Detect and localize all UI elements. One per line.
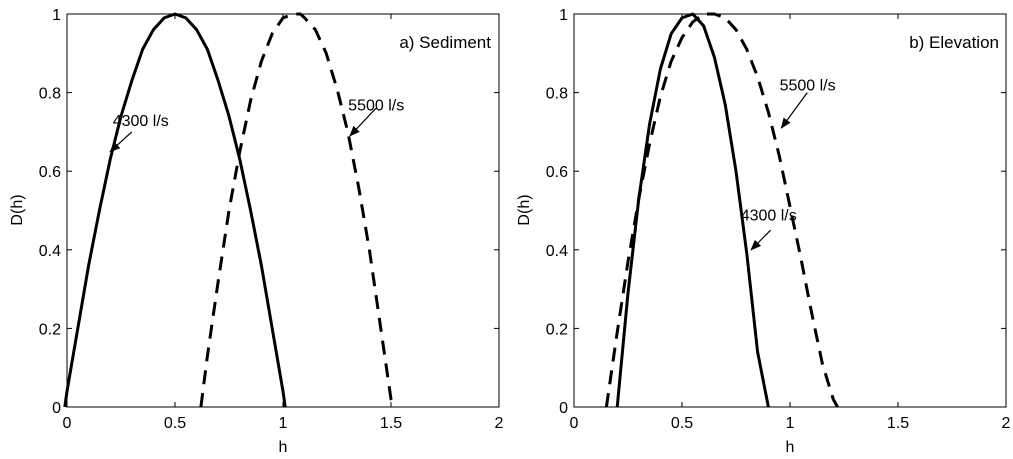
y-tick-label: 0.6 xyxy=(546,164,568,181)
x-tick-label: 1.5 xyxy=(887,415,909,432)
x-tick-label: 2 xyxy=(1002,415,1011,432)
annotation-arrow-4300-l-s xyxy=(109,131,133,153)
axes-box xyxy=(66,13,500,408)
y-tick-label: 0 xyxy=(559,400,568,417)
annotation-label-4300-l-s: 4300 l/s xyxy=(741,207,797,224)
annotation-arrow-5500-l-s xyxy=(780,92,808,129)
annotation-label-4300-l-s: 4300 l/s xyxy=(113,113,169,130)
x-tick-label: 0 xyxy=(63,415,72,432)
panel-title: b) Elevation xyxy=(909,33,999,52)
panel-title: a) Sediment xyxy=(399,33,491,52)
y-tick-label: 1 xyxy=(52,7,61,24)
x-axis-label: h xyxy=(279,439,288,456)
y-tick-label: 0.4 xyxy=(39,243,61,260)
x-tick-label: 0.5 xyxy=(671,415,693,432)
y-axis-label: D(h) xyxy=(516,194,533,225)
x-tick-label: 1 xyxy=(279,415,288,432)
chart-marks: 0 0.5 1 1.5 2 0 0.2 0.4 0.6 0.8 1 5500 l/s 4300 l/s xyxy=(546,7,1011,432)
x-tick-label: 0 xyxy=(570,415,579,432)
chart-marks: 0 0.5 1 1.5 2 0 0.2 0.4 0.6 0.8 1 4300 l/s 5500 l/s xyxy=(39,7,504,432)
x-tick-label: 2 xyxy=(495,415,504,432)
series-line-5500-l-s xyxy=(199,12,397,408)
annotation-label-5500-l-s: 5500 l/s xyxy=(348,97,404,114)
y-tick-label: 1 xyxy=(559,7,568,24)
series-line-4300-l-s xyxy=(63,12,287,408)
annotation-arrow-5500-l-s xyxy=(349,107,377,137)
y-tick-label: 0.8 xyxy=(546,86,568,103)
y-tick-label: 0.6 xyxy=(39,164,61,181)
x-tick-label: 1 xyxy=(786,415,795,432)
x-tick-label: 0.5 xyxy=(164,415,186,432)
y-tick-label: 0.4 xyxy=(546,243,568,260)
y-tick-label: 0 xyxy=(52,400,61,417)
y-axis-label: D(h) xyxy=(9,194,26,225)
annotation-arrow-4300-l-s xyxy=(750,229,771,251)
x-tick-label: 1.5 xyxy=(380,415,402,432)
y-tick-label: 0.2 xyxy=(39,321,61,338)
y-tick-label: 0.8 xyxy=(39,86,61,103)
y-tick-label: 0.2 xyxy=(546,321,568,338)
annotation-label-5500-l-s: 5500 l/s xyxy=(780,78,836,95)
x-axis-label: h xyxy=(786,439,795,456)
